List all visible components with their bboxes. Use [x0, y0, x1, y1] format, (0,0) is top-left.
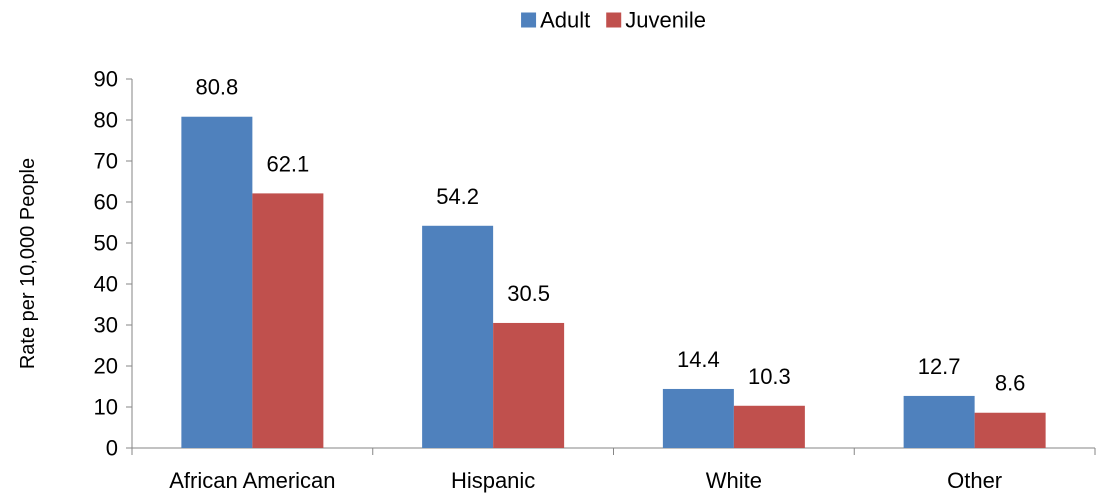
data-label: 12.7 [918, 354, 961, 379]
bar [903, 395, 975, 448]
y-tick-label: 40 [94, 272, 118, 297]
y-tick-label: 60 [94, 190, 118, 215]
x-tick-label: Hispanic [451, 468, 535, 493]
data-label: 62.1 [266, 151, 309, 176]
x-tick-label: African American [169, 468, 335, 493]
y-tick-label: 70 [94, 149, 118, 174]
y-tick-label: 20 [94, 354, 118, 379]
bar [422, 225, 494, 448]
legend-item: Adult [521, 8, 590, 33]
legend-swatch [606, 12, 622, 28]
bar [181, 116, 253, 448]
y-axis-label: Rate per 10,000 People [17, 158, 39, 369]
data-labels: 80.8 62.1 54.2 30.5 14.4 10.3 12.7 8.6 [195, 75, 1025, 396]
y-tick-label: 80 [94, 108, 118, 133]
y-tick-label: 0 [106, 436, 118, 461]
y-tick-label: 10 [94, 395, 118, 420]
data-label: 54.2 [436, 184, 479, 209]
x-axis: African American Hispanic White Other [131, 447, 1096, 493]
y-tick-label: 90 [94, 67, 118, 92]
y-tick-label: 30 [94, 313, 118, 338]
bars [181, 116, 1046, 448]
data-label: 10.3 [748, 364, 791, 389]
legend: Adult Juvenile [521, 8, 706, 33]
legend-swatch [521, 12, 537, 28]
bar [493, 322, 565, 448]
x-tick-label: White [706, 468, 762, 493]
data-label: 30.5 [507, 281, 550, 306]
y-tick-label: 50 [94, 231, 118, 256]
legend-label: Adult [540, 8, 590, 33]
y-axis: 0 10 20 30 40 50 60 70 80 90 [94, 67, 133, 461]
legend-label: Juvenile [625, 8, 706, 33]
data-label: 8.6 [995, 371, 1026, 396]
bar [974, 412, 1046, 448]
data-label: 80.8 [195, 75, 238, 100]
bar [252, 193, 324, 448]
data-label: 14.4 [677, 347, 720, 372]
legend-item: Juvenile [606, 8, 706, 33]
bar [662, 388, 734, 448]
bar [733, 405, 805, 448]
x-tick-label: Other [947, 468, 1002, 493]
